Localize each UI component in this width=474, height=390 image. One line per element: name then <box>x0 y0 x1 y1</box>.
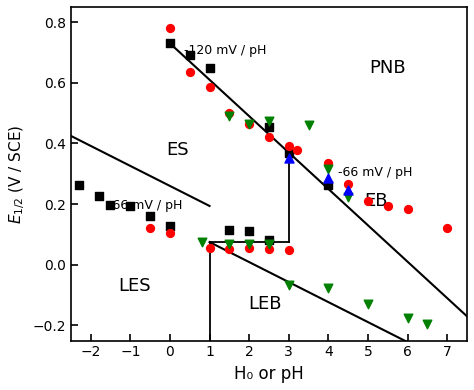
Point <box>186 52 193 58</box>
X-axis label: H₀ or pH: H₀ or pH <box>234 365 304 383</box>
Point <box>95 193 102 199</box>
Point <box>186 69 193 75</box>
Text: EB: EB <box>364 192 388 210</box>
Point <box>325 175 332 181</box>
Point <box>226 246 233 252</box>
Point <box>364 301 372 307</box>
Point <box>265 134 273 140</box>
Point <box>127 203 134 209</box>
Point <box>206 84 213 90</box>
Point <box>265 124 273 130</box>
Point <box>345 187 352 193</box>
Point <box>206 245 213 251</box>
Point <box>285 154 292 161</box>
Point <box>293 146 301 152</box>
Text: -66 mV / pH: -66 mV / pH <box>109 199 183 212</box>
Point <box>345 193 352 200</box>
Point <box>166 40 173 46</box>
Point <box>325 160 332 166</box>
Point <box>285 149 292 156</box>
Point <box>146 213 154 219</box>
Point <box>246 245 253 251</box>
Point <box>285 282 292 288</box>
Point <box>75 182 82 188</box>
Point <box>305 122 312 128</box>
Point <box>364 198 372 204</box>
Y-axis label: $E_{1/2}$ (V / SCE): $E_{1/2}$ (V / SCE) <box>7 124 27 223</box>
Point <box>285 246 292 253</box>
Text: ES: ES <box>166 140 189 158</box>
Point <box>146 225 154 231</box>
Point <box>345 181 352 188</box>
Point <box>206 64 213 71</box>
Point <box>226 227 233 233</box>
Point <box>404 315 411 321</box>
Text: PNB: PNB <box>370 58 406 76</box>
Point <box>166 223 173 229</box>
Point <box>246 241 253 247</box>
Point <box>265 241 273 247</box>
Point <box>166 25 173 31</box>
Point <box>226 110 233 116</box>
Point <box>325 166 332 172</box>
Point <box>404 206 411 212</box>
Text: LEB: LEB <box>248 295 282 313</box>
Point <box>246 228 253 234</box>
Point <box>198 239 205 245</box>
Point <box>226 113 233 119</box>
Point <box>226 241 233 247</box>
Point <box>246 121 253 127</box>
Point <box>265 246 273 252</box>
Point <box>444 225 451 232</box>
Point <box>325 182 332 188</box>
Point <box>325 285 332 292</box>
Point <box>384 202 392 209</box>
Point <box>424 321 431 327</box>
Text: LES: LES <box>118 277 151 295</box>
Point <box>265 237 273 243</box>
Point <box>265 117 273 124</box>
Point <box>107 202 114 208</box>
Text: -120 mV / pH: -120 mV / pH <box>184 44 266 57</box>
Point <box>285 144 292 150</box>
Text: -66 mV / pH: -66 mV / pH <box>338 166 413 179</box>
Point <box>166 230 173 236</box>
Point <box>246 121 253 127</box>
